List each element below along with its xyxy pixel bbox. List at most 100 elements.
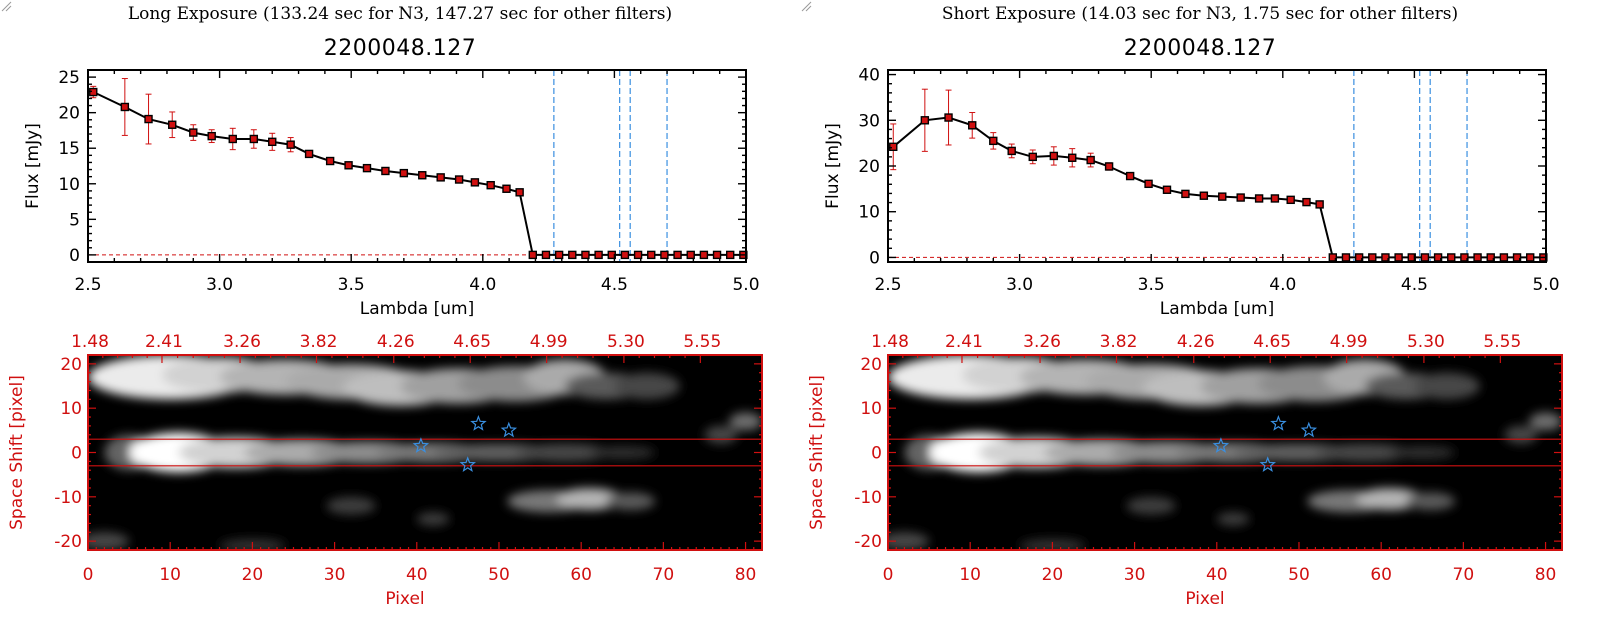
y-tick-label: 20	[60, 355, 82, 375]
top-tick-label: 3.82	[300, 332, 338, 352]
flux-point	[1447, 253, 1456, 262]
star-marker	[1300, 421, 1318, 438]
flux-line	[92, 91, 744, 256]
flux-point	[944, 113, 953, 122]
spectrum-plot: 2.5 3.0 3.5 4.0 4.5 5.0 0 5 10 15 20 25 Lambda [um] F…	[23, 68, 760, 319]
flux-point	[89, 87, 98, 97]
x-tick-label: 4.5	[601, 275, 628, 295]
emission-blob	[1216, 512, 1250, 526]
flux-point	[344, 161, 353, 170]
long-exposure-charts: 2.5 3.0 3.5 4.0 4.5 5.0 0 5 10 15 20 25 Lambda [um] F…	[7, 68, 763, 609]
flux-point	[1049, 151, 1059, 161]
top-tick-label: 5.55	[683, 332, 721, 352]
spectrum-plot: 2.5 3.0 3.5 4.0 4.5 5.0 0 10 20 30 40 Lambda [um] Fl…	[823, 66, 1560, 319]
x-tick-label: 20	[1042, 565, 1064, 585]
y-tick-label: 10	[858, 203, 880, 223]
emission-blob	[1405, 492, 1456, 511]
y-axis-label: Flux [mJy]	[23, 123, 43, 209]
flux-point	[1512, 253, 1522, 262]
long-exposure-title: Long Exposure (133.24 sec for N3, 147.27…	[127, 4, 673, 24]
flux-point	[633, 250, 643, 260]
flux-point	[920, 116, 930, 125]
flux-point	[470, 178, 480, 187]
flux-point	[594, 250, 603, 260]
star-marker	[470, 415, 487, 431]
flux-point	[673, 250, 682, 260]
top-tick-label: 3.26	[1023, 332, 1061, 352]
x-tick-label: 4.0	[469, 275, 496, 295]
x-tick-label: 60	[1370, 565, 1392, 585]
resize-grip-icon[interactable]	[800, 0, 812, 12]
flux-point	[1068, 153, 1077, 162]
flux-point	[418, 171, 427, 180]
flux-point	[1302, 197, 1311, 207]
spatial-image-plot: 0 10 20 30 40 50 60 70 80 1.48 2.41 3.26 3.82 4.26 4.6…	[7, 332, 763, 609]
flux-point	[1368, 253, 1377, 262]
star-marker	[1259, 456, 1277, 472]
flux-point	[528, 250, 538, 260]
flux-point	[1007, 146, 1016, 156]
short-exposure-panel: Short Exposure (14.03 sec for N3, 1.75 s…	[800, 0, 1600, 630]
x-tick-label: 70	[1453, 565, 1475, 585]
y-tick-label: 0	[69, 246, 80, 266]
flux-point	[1341, 253, 1351, 262]
flux-point	[189, 128, 198, 137]
flux-point	[144, 114, 153, 124]
flux-point	[1460, 253, 1469, 262]
top-tick-label: 4.65	[453, 332, 491, 352]
x-tick-label: 40	[406, 565, 428, 585]
flux-point	[686, 250, 695, 260]
y-tick-label: -10	[54, 488, 82, 508]
x-axis-label: Lambda [um]	[360, 299, 474, 319]
x-tick-label: 70	[653, 565, 675, 585]
top-tick-label: 4.26	[1177, 332, 1215, 352]
x-tick-label: 80	[735, 565, 757, 585]
flux-line	[892, 116, 1544, 259]
top-tick-label: 3.26	[223, 332, 261, 352]
star-marker	[1270, 415, 1287, 431]
y-axis-label: Flux [mJy]	[823, 123, 843, 209]
x-tick-label: 0	[883, 565, 894, 585]
flux-point	[968, 121, 977, 130]
emission-blob	[88, 532, 130, 550]
flux-point	[168, 120, 177, 129]
flux-point	[1254, 194, 1264, 203]
x-axis-label: Pixel	[1185, 589, 1224, 609]
top-tick-label: 5.30	[1407, 332, 1445, 352]
flux-point	[607, 250, 616, 260]
resize-grip-icon[interactable]	[0, 0, 12, 12]
flux-point	[541, 250, 551, 260]
y-tick-label: 0	[71, 444, 82, 464]
flux-point	[647, 250, 656, 260]
y-tick-label: 40	[858, 66, 880, 86]
y-tick-label: 30	[858, 111, 880, 131]
top-tick-label: 5.55	[1483, 332, 1521, 352]
short-spectrum-title: 2200048.127	[1123, 36, 1277, 61]
emission-blob	[1126, 496, 1176, 515]
flux-point	[889, 142, 898, 152]
flux-point	[1125, 171, 1135, 181]
emission-blob	[704, 425, 738, 444]
flux-point	[486, 180, 495, 190]
y-tick-label: -10	[854, 488, 882, 508]
flux-point	[1218, 192, 1227, 201]
x-tick-label: 50	[488, 565, 510, 585]
flux-point	[1526, 253, 1535, 262]
flux-point	[1433, 253, 1443, 262]
y-axis-label: Space Shift [pixel]	[7, 375, 27, 530]
flux-point	[1104, 162, 1114, 171]
top-tick-label: 4.99	[530, 332, 568, 352]
top-tick-label: 3.82	[1100, 332, 1138, 352]
flux-point	[515, 188, 524, 197]
x-tick-label: 10	[959, 565, 981, 585]
flux-point	[1354, 253, 1364, 262]
star-marker	[459, 456, 477, 472]
emission-blob	[326, 496, 376, 515]
y-tick-label: 20	[860, 355, 882, 375]
flux-point	[325, 156, 335, 166]
flux-point	[286, 140, 295, 149]
long-spectrum-title: 2200048.127	[323, 36, 477, 61]
x-tick-label: 4.0	[1269, 275, 1296, 295]
flux-point	[454, 175, 464, 184]
flux-point	[1407, 253, 1416, 262]
